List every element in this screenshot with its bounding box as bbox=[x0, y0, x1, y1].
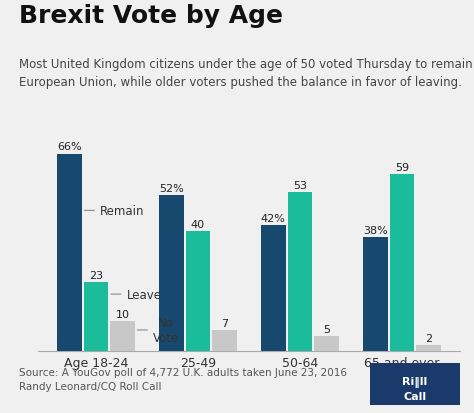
Bar bbox=[83, 282, 108, 351]
Text: Call: Call bbox=[403, 392, 426, 401]
Text: 2: 2 bbox=[425, 333, 432, 343]
Bar bbox=[159, 196, 183, 351]
Text: 40: 40 bbox=[191, 219, 205, 229]
Bar bbox=[186, 232, 210, 351]
Text: Remain: Remain bbox=[84, 204, 145, 217]
Text: No
Vote: No Vote bbox=[137, 316, 179, 344]
Text: Source: A YouGov poll of 4,772 U.K. adults taken June 23, 2016
Randy Leonard/CQ : Source: A YouGov poll of 4,772 U.K. adul… bbox=[19, 368, 347, 392]
Text: Most United Kingdom citizens under the age of 50 voted Thursday to remain in the: Most United Kingdom citizens under the a… bbox=[19, 58, 474, 89]
Bar bbox=[212, 330, 237, 351]
Text: 52%: 52% bbox=[159, 184, 184, 194]
Bar bbox=[288, 193, 312, 351]
Text: 10: 10 bbox=[115, 309, 129, 319]
Bar bbox=[363, 238, 388, 351]
Text: 23: 23 bbox=[89, 270, 103, 280]
Text: 38%: 38% bbox=[363, 225, 388, 235]
Text: Ri‖ll: Ri‖ll bbox=[402, 377, 428, 387]
Bar bbox=[110, 321, 135, 351]
Text: Brexit Vote by Age: Brexit Vote by Age bbox=[19, 4, 283, 28]
Bar bbox=[261, 226, 285, 351]
Text: 42%: 42% bbox=[261, 214, 286, 223]
Text: 7: 7 bbox=[221, 318, 228, 328]
Text: 59: 59 bbox=[395, 163, 409, 173]
Bar bbox=[57, 154, 82, 351]
Text: 53: 53 bbox=[293, 180, 307, 190]
Bar bbox=[416, 345, 441, 351]
Bar bbox=[390, 175, 414, 351]
Text: Leave: Leave bbox=[111, 288, 162, 301]
Bar bbox=[314, 336, 338, 351]
Text: 66%: 66% bbox=[57, 142, 82, 152]
Text: 5: 5 bbox=[323, 324, 330, 334]
